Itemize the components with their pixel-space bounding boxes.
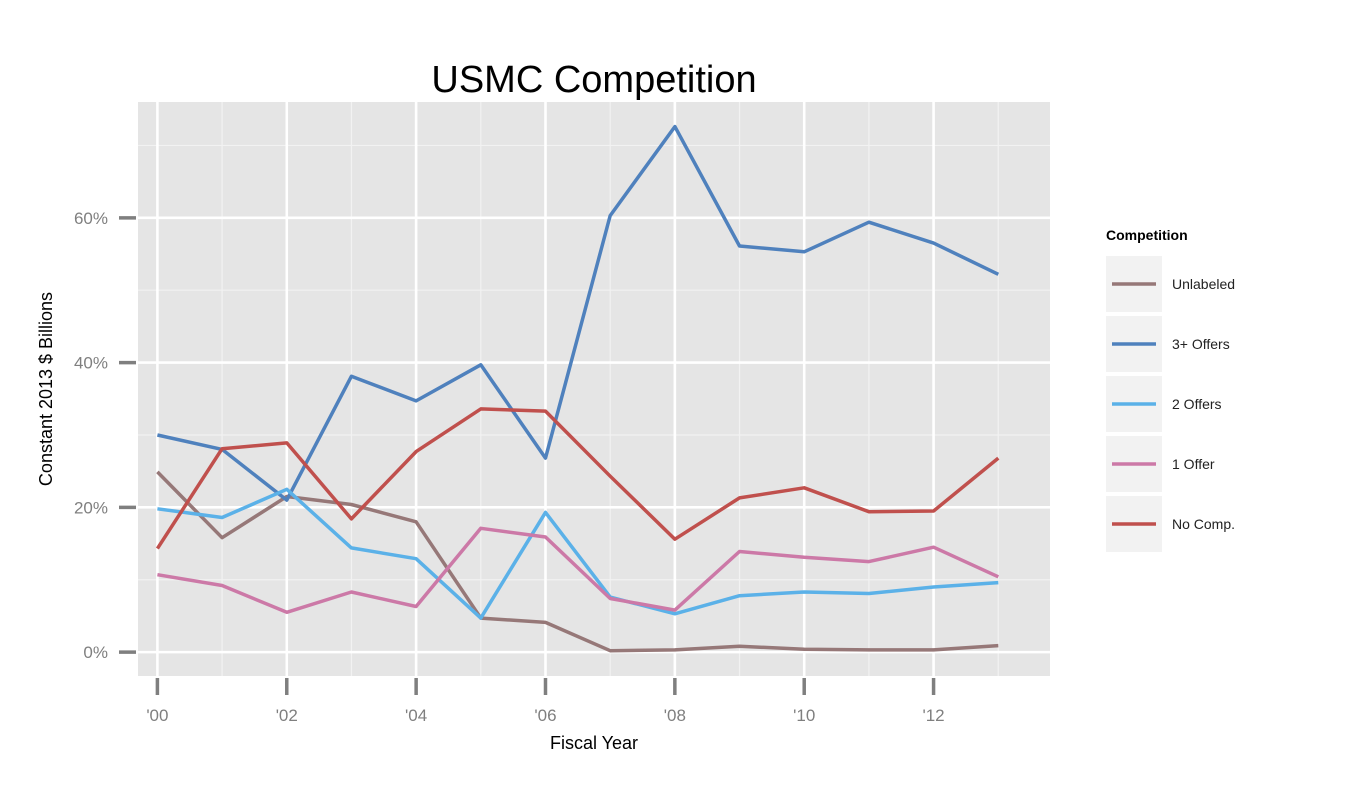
y-tick-label: 20% <box>74 498 108 517</box>
series-line-1-offer <box>157 526 1000 615</box>
y-axis-title: Constant 2013 $ Billions <box>36 292 56 486</box>
plot-panel <box>138 102 1050 676</box>
major-gridlines <box>138 102 1050 676</box>
y-axis: 0% 20% 40% 60% <box>74 209 136 662</box>
legend-label-1-offer: 1 Offer <box>1172 456 1215 472</box>
y-tick-label: 40% <box>74 354 108 373</box>
x-tick-label: '02 <box>276 706 298 725</box>
x-axis-title: Fiscal Year <box>550 733 638 753</box>
legend-label-unlabeled: Unlabeled <box>1172 276 1235 292</box>
y-tick-label: 0% <box>83 643 108 662</box>
legend: Competition Unlabeled 3+ Offers 2 Offers 1 … <box>1106 227 1235 552</box>
legend-label-2-offers: 2 Offers <box>1172 396 1222 412</box>
y-tick-label: 60% <box>74 209 108 228</box>
x-axis: '00 '02 '04 '06 '08 '10 '12 <box>146 678 945 725</box>
legend-title: Competition <box>1106 227 1188 243</box>
legend-label-no-comp: No Comp. <box>1172 516 1235 532</box>
x-tick-label: '04 <box>405 706 427 725</box>
legend-label-3-offers: 3+ Offers <box>1172 336 1230 352</box>
chart-title: USMC Competition <box>431 59 756 101</box>
series-line-2-offers <box>157 487 999 620</box>
x-tick-label: '06 <box>534 706 556 725</box>
series-line-no-comp <box>155 407 1000 550</box>
x-tick-label: '12 <box>922 706 944 725</box>
x-tick-label: '08 <box>664 706 686 725</box>
minor-gridlines <box>138 102 1050 676</box>
x-tick-label: '10 <box>793 706 815 725</box>
series-line-3-offers <box>157 124 1000 502</box>
x-tick-label: '00 <box>146 706 168 725</box>
series-lines <box>155 124 1000 653</box>
